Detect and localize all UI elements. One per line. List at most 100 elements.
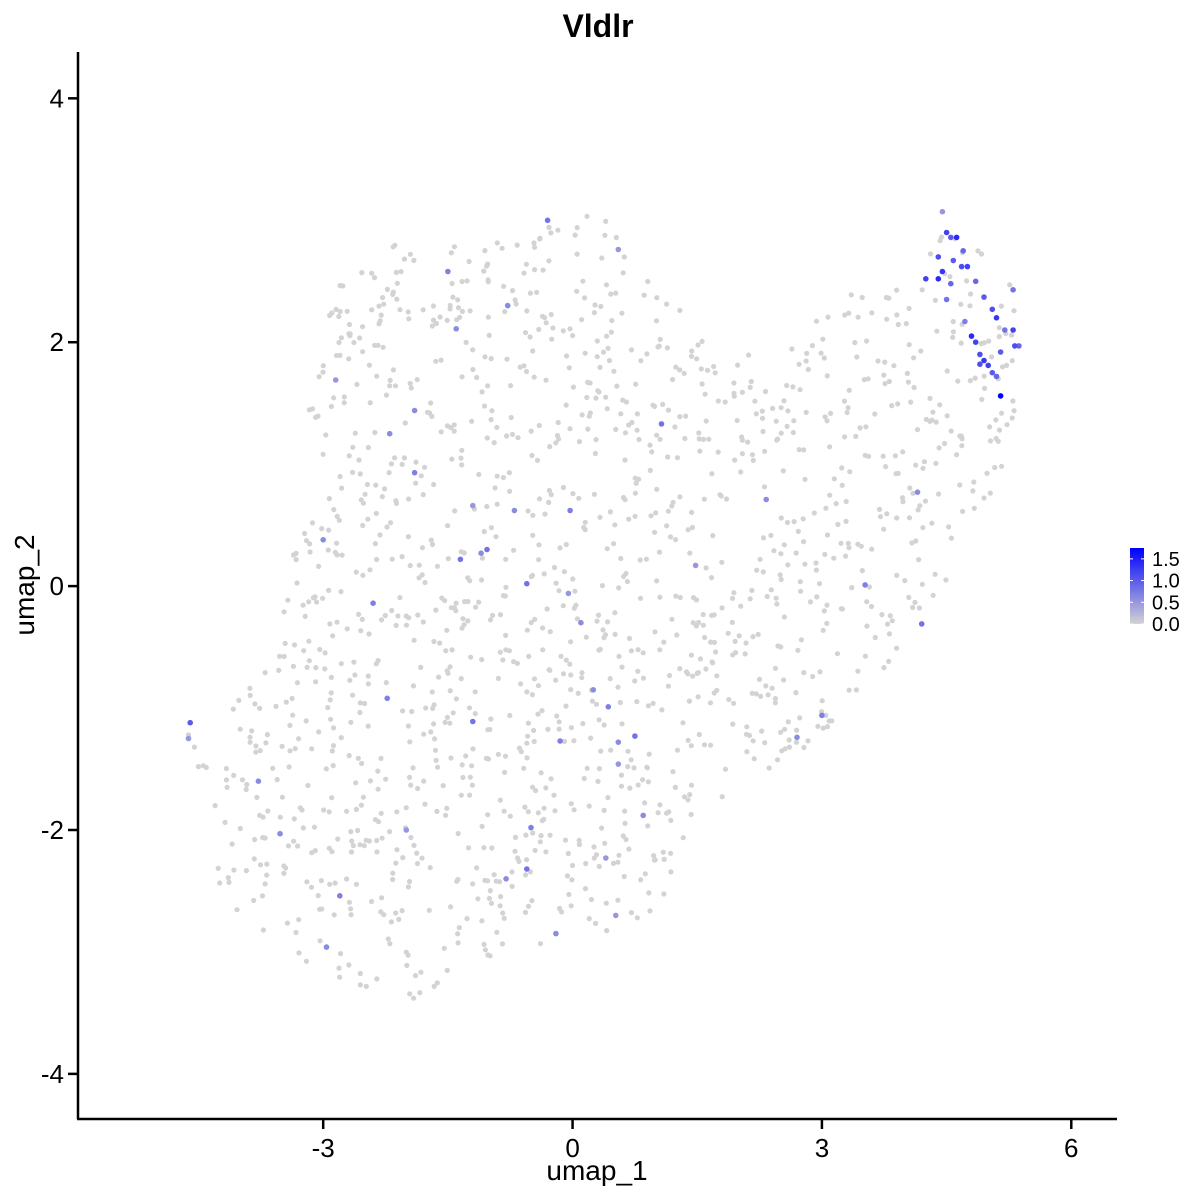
cell-point <box>448 755 454 761</box>
cell-point <box>981 495 987 501</box>
cell-point <box>959 443 965 449</box>
cell-point <box>620 833 626 839</box>
cell-point <box>608 747 614 753</box>
cell-point <box>393 498 399 504</box>
expressing-cell-point <box>605 704 612 710</box>
cell-point <box>293 929 299 936</box>
cell-point <box>801 539 807 545</box>
cell-point <box>622 808 628 814</box>
cell-point <box>554 713 560 719</box>
cell-point <box>536 542 542 548</box>
y-tick-label: 4 <box>50 83 64 113</box>
cell-point <box>568 639 574 645</box>
cell-point <box>414 377 420 383</box>
cell-point <box>795 647 801 653</box>
cell-point <box>432 736 438 742</box>
cell-point <box>528 428 534 434</box>
cell-point <box>482 248 488 254</box>
cell-point <box>334 619 340 625</box>
cell-point <box>497 649 503 655</box>
cell-point <box>915 507 921 513</box>
expressing-cell-point <box>923 276 929 282</box>
cell-point <box>603 218 609 224</box>
cell-point <box>672 424 678 430</box>
cell-point <box>534 289 540 295</box>
cell-point <box>587 410 593 416</box>
cell-point <box>388 520 394 526</box>
cell-point <box>688 782 695 788</box>
cell-point <box>603 900 609 906</box>
cell-point <box>645 278 651 285</box>
cell-point <box>508 383 514 389</box>
cell-point <box>929 417 935 423</box>
cell-point <box>605 619 611 625</box>
cell-point <box>601 722 607 728</box>
cell-point <box>337 473 343 480</box>
cell-point <box>971 505 977 511</box>
cell-point <box>429 323 435 329</box>
cell-point <box>253 749 259 755</box>
cell-point <box>455 931 461 937</box>
cell-point <box>713 649 719 655</box>
cell-point <box>886 295 892 301</box>
cell-point <box>894 645 900 651</box>
cell-point <box>576 495 582 501</box>
cell-point <box>374 556 380 563</box>
cell-point <box>574 225 580 231</box>
cell-point <box>702 391 708 397</box>
cell-point <box>667 534 674 540</box>
cell-point <box>586 803 592 809</box>
cell-point <box>506 648 512 654</box>
cell-point <box>362 700 368 707</box>
cell-point <box>357 471 363 477</box>
cell-point <box>906 594 912 601</box>
cell-point <box>346 962 352 968</box>
cell-point <box>793 690 799 696</box>
cell-point <box>624 578 631 585</box>
cell-point <box>388 461 394 467</box>
cell-point <box>689 509 695 515</box>
expressing-cell-point <box>524 866 530 872</box>
cell-point <box>459 762 465 768</box>
cell-point <box>781 542 787 548</box>
cell-point <box>877 514 884 520</box>
cell-point <box>937 402 943 408</box>
cell-point <box>469 763 475 769</box>
cell-point <box>408 385 414 391</box>
cell-point <box>640 777 646 783</box>
x-tick-label: 0 <box>565 1133 579 1163</box>
cell-point <box>328 674 334 681</box>
cell-point <box>388 919 394 925</box>
cell-point <box>948 535 955 541</box>
cell-point <box>647 467 653 473</box>
cell-point <box>330 763 336 769</box>
cell-point <box>626 516 632 522</box>
expressing-cell-point <box>320 537 327 543</box>
cell-point <box>328 690 334 696</box>
cell-point <box>849 585 855 591</box>
cell-point <box>615 859 621 865</box>
cell-point <box>340 283 346 289</box>
cell-point <box>455 305 462 311</box>
cell-point <box>642 871 648 877</box>
cell-point <box>769 685 775 691</box>
cell-point <box>367 400 373 406</box>
cell-point <box>803 358 809 364</box>
cell-point <box>583 634 589 640</box>
cell-point <box>846 687 852 693</box>
cell-point <box>827 492 833 498</box>
cell-point <box>529 692 536 698</box>
cell-point <box>978 251 985 257</box>
cell-point <box>191 744 197 750</box>
cell-point <box>312 848 318 854</box>
cell-point <box>921 459 928 465</box>
cell-point <box>703 565 709 571</box>
cell-point <box>416 575 422 581</box>
cell-point <box>711 690 717 696</box>
cell-point <box>406 316 412 322</box>
cell-point <box>560 603 566 609</box>
cell-point <box>350 843 356 849</box>
cell-point <box>327 697 333 703</box>
cell-point <box>354 381 360 387</box>
cell-point <box>659 707 665 713</box>
